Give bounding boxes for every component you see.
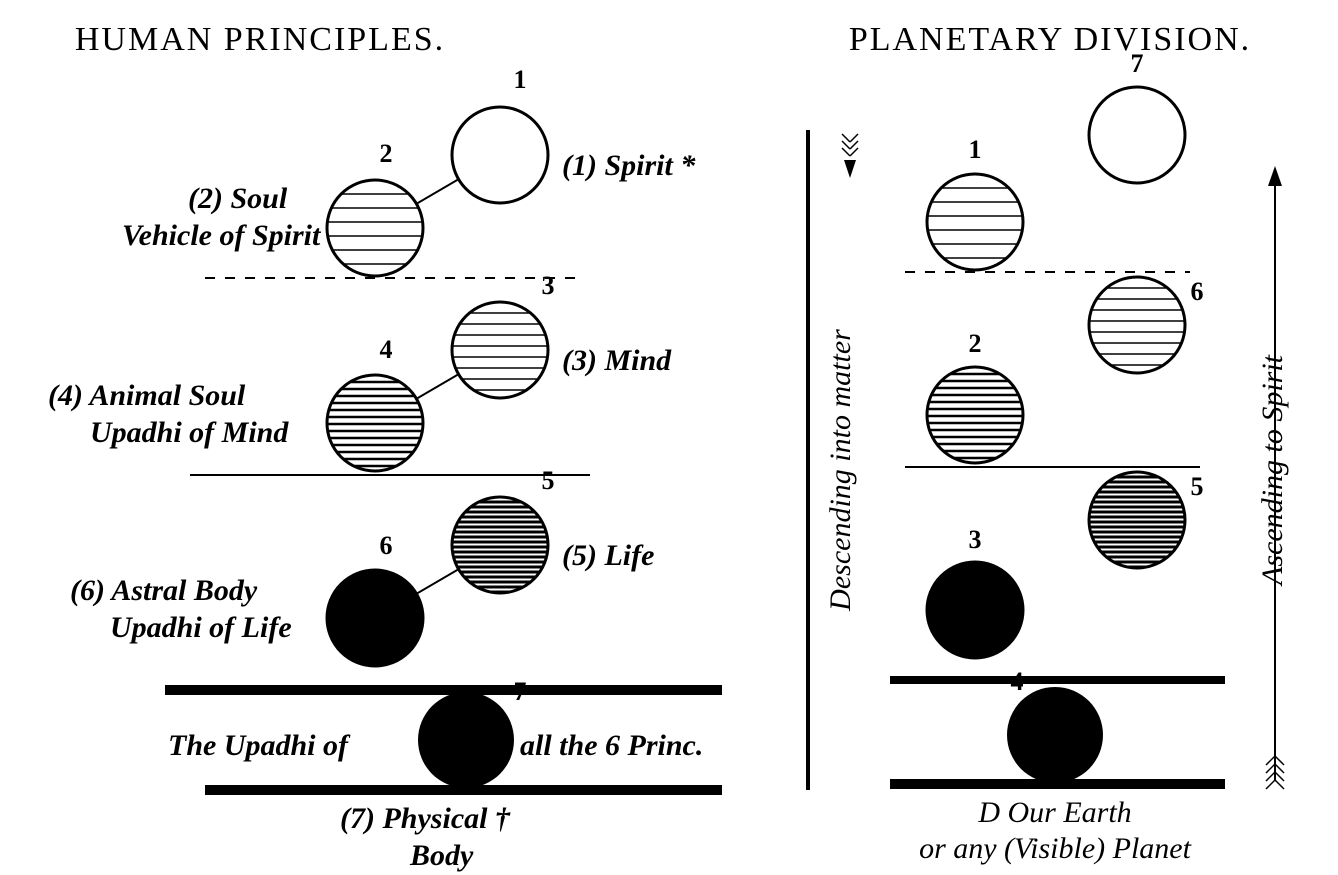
circle-number: 4	[380, 335, 393, 364]
descending-label: Descending into matter	[824, 329, 857, 612]
circle-number: 1	[514, 65, 527, 94]
left-label: (5) Life	[562, 539, 654, 572]
principle-circle-6	[1089, 277, 1185, 373]
arrow-head-icon	[1268, 166, 1282, 186]
left-label: (6) Astral Body	[70, 574, 258, 607]
principle-circle-4	[1007, 687, 1103, 783]
principle-circle-4	[327, 375, 423, 471]
circle-number: 3	[969, 525, 982, 554]
ascending-label: Ascending to Spirit	[1256, 354, 1289, 587]
principle-circle-1	[927, 174, 1023, 270]
circle-number: 5	[1191, 472, 1204, 501]
principle-circle-5	[452, 497, 548, 593]
left-label: (4) Animal Soul	[48, 379, 246, 412]
principle-circle-2	[327, 180, 423, 276]
principle-circle-7	[1089, 87, 1185, 183]
left-label: (3) Mind	[562, 344, 672, 377]
left-title: HUMAN PRINCIPLES.	[75, 21, 445, 58]
circle-number: 1	[969, 135, 982, 164]
principle-circle-3	[927, 562, 1023, 658]
right-label: D Our Earth	[977, 796, 1131, 829]
circle-number: 2	[380, 139, 393, 168]
left-label: (1) Spirit *	[562, 149, 696, 182]
circle-number: 5	[542, 466, 555, 495]
left-label: Upadhi of Mind	[90, 416, 289, 449]
right-label: or any (Visible) Planet	[919, 832, 1192, 865]
left-label: (7) Physical †	[340, 802, 511, 835]
principle-circle-5	[1089, 472, 1185, 568]
circle-number: 7	[1131, 49, 1144, 78]
left-label: Vehicle of Spirit	[122, 219, 322, 252]
principle-circle-1	[452, 107, 548, 203]
circle-number: 3	[542, 271, 555, 300]
principle-circle-6	[327, 570, 423, 666]
right-title: PLANETARY DIVISION.	[849, 21, 1251, 58]
circle-number: 6	[380, 531, 393, 560]
circle-number: 6	[1191, 277, 1204, 306]
left-label: (2) Soul	[188, 182, 288, 215]
left-label: Upadhi of Life	[110, 611, 292, 644]
circle-number: 2	[969, 329, 982, 358]
diagram-stage: HUMAN PRINCIPLES. PLANETARY DIVISION. 1 2 3 4…	[0, 0, 1338, 875]
principle-circle-7	[418, 692, 514, 788]
principle-circle-2	[927, 367, 1023, 463]
principle-circle-3	[452, 302, 548, 398]
left-label: Body	[409, 839, 474, 872]
left-label: The Upadhi of	[168, 729, 351, 762]
left-label: all the 6 Princ.	[520, 729, 703, 762]
